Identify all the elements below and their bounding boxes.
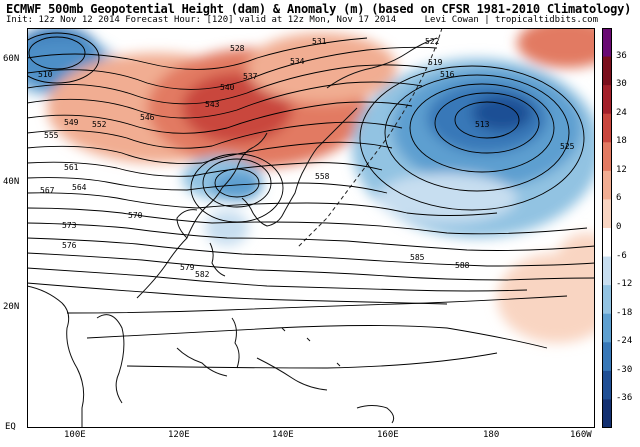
colorbar-swatch <box>602 28 612 58</box>
colorbar-tick-label: 36 <box>616 50 627 61</box>
contour-label: 561 <box>64 163 79 172</box>
lon-label-180: 180 <box>483 430 500 440</box>
contour-label: 528 <box>230 44 245 53</box>
anomaly-colorbar <box>602 28 612 428</box>
colorbar-tick-label: -12 <box>616 279 633 290</box>
lon-label-160e: 160E <box>377 430 399 440</box>
colorbar-tick-label: -6 <box>616 250 627 261</box>
colorbar-swatch <box>602 199 612 229</box>
colorbar-tick-label: -30 <box>616 364 633 375</box>
colorbar-swatch <box>602 399 612 428</box>
colorbar-tick-label: 6 <box>616 193 622 204</box>
colorbar-tick-label: 12 <box>616 164 627 175</box>
contour-label: 576 <box>62 241 77 250</box>
colorbar-tick-label: -18 <box>616 307 633 318</box>
contour-label: 540 <box>220 83 235 92</box>
colorbar-swatch <box>602 370 612 400</box>
contour-label: 570 <box>128 211 143 220</box>
map-panel <box>27 28 595 428</box>
contour-label: 531 <box>312 37 327 46</box>
contour-label: 525 <box>560 142 575 151</box>
height-contours <box>27 32 595 369</box>
contour-label: 573 <box>62 221 77 230</box>
contour-label: 588 <box>455 261 470 270</box>
lat-label-40n: 40N <box>3 177 20 187</box>
colorbar-swatch <box>602 170 612 200</box>
colorbar-swatch <box>602 228 612 258</box>
lat-label-20n: 20N <box>3 302 20 312</box>
colorbar-swatch <box>602 342 612 372</box>
lat-label-60n: 60N <box>3 54 20 64</box>
anomaly-shading <box>27 28 595 343</box>
contour-label: 537 <box>243 72 258 81</box>
lon-label-140e: 140E <box>272 430 294 440</box>
contour-label: 567 <box>40 186 55 195</box>
contour-label: 534 <box>290 57 305 66</box>
colorbar-tick-label: -36 <box>616 393 633 404</box>
contour-label: 564 <box>72 183 87 192</box>
colorbar-swatch <box>602 313 612 343</box>
colorbar-swatch <box>602 85 612 115</box>
colorbar-swatch <box>602 142 612 172</box>
contour-label: 510 <box>38 70 53 79</box>
colorbar-swatch <box>602 113 612 143</box>
colorbar-swatch <box>602 285 612 315</box>
contour-label: 549 <box>64 118 79 127</box>
colorbar-tick-label: 0 <box>616 222 622 232</box>
colorbar-tick-label: 18 <box>616 136 627 147</box>
contour-label: 585 <box>410 253 425 262</box>
lon-label-160w: 160W <box>570 430 592 440</box>
colorbar-swatch <box>602 56 612 86</box>
contour-label: 558 <box>315 172 330 181</box>
contour-label: 555 <box>44 131 59 140</box>
map-subtitle: Init: 12z Nov 12 2014 Forecast Hour: [12… <box>6 15 397 25</box>
colorbar-tick-label: 30 <box>616 79 627 90</box>
lon-label-100e: 100E <box>64 430 86 440</box>
contour-label: 582 <box>195 270 210 279</box>
contour-label: 522 <box>425 37 440 46</box>
colorbar-swatch <box>602 256 612 286</box>
contour-label: 516 <box>440 70 455 79</box>
colorbar-tick-label: -24 <box>616 336 633 347</box>
contour-label: 546 <box>140 113 155 122</box>
colorbar-tick-label: 24 <box>616 107 627 118</box>
contour-label: 543 <box>205 100 220 109</box>
contour-label: 513 <box>475 120 490 129</box>
contour-label: 519 <box>428 58 443 67</box>
lon-label-120e: 120E <box>168 430 190 440</box>
map-title: ECMWF 500mb Geopotential Height (dam) & … <box>6 2 632 16</box>
contour-label: 579 <box>180 263 195 272</box>
credit-text: Levi Cowan | tropicaltidbits.com <box>424 15 598 25</box>
coastlines <box>27 37 438 428</box>
lat-label-eq: EQ <box>5 422 16 432</box>
contour-label: 552 <box>92 120 107 129</box>
